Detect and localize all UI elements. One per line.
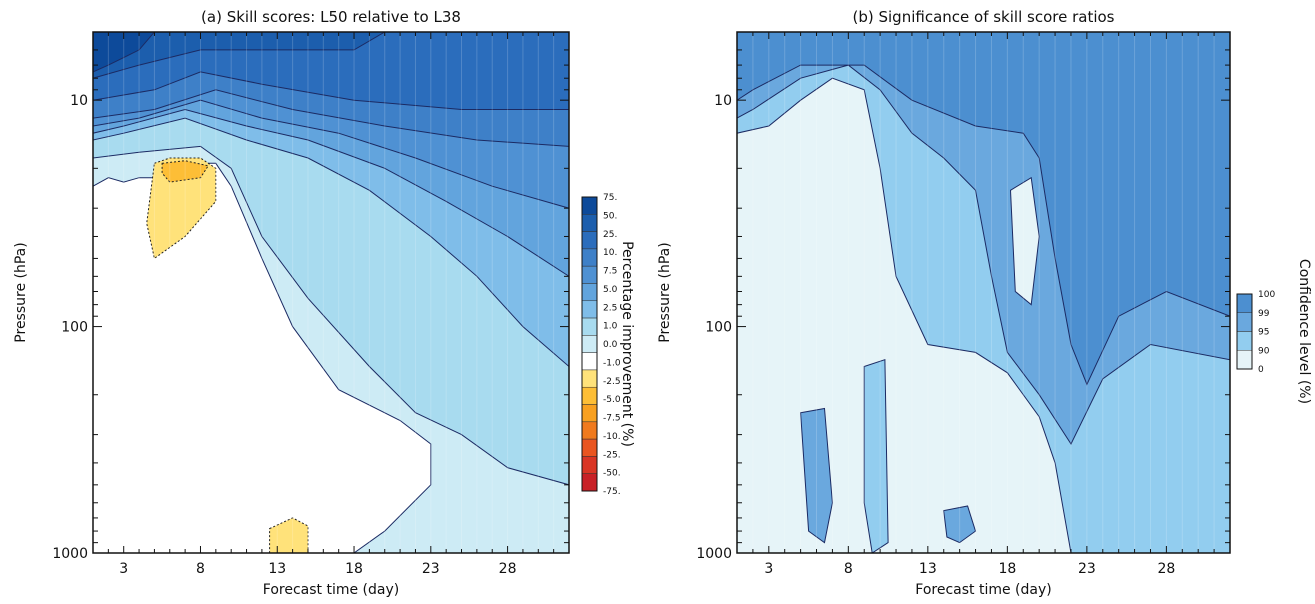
colorbar-swatch xyxy=(581,196,598,215)
colorbar-label: 75. xyxy=(603,193,617,203)
y-tick-label: 1000 xyxy=(52,546,88,562)
x-tick-label: 23 xyxy=(1078,561,1096,577)
colorbar-swatch xyxy=(1236,293,1253,313)
colorbar-label: 95 xyxy=(1258,328,1269,338)
plot-frame xyxy=(736,31,1231,554)
region-lower-col-3 xyxy=(943,505,977,544)
y-tick-label: 10 xyxy=(70,93,88,109)
x-axis-label: Forecast time (day) xyxy=(263,582,399,598)
y-tick-label: 1000 xyxy=(696,546,732,562)
contour-fills xyxy=(737,32,1230,553)
colorbar-frame xyxy=(581,196,598,492)
colorbar-label: 50. xyxy=(603,211,617,221)
colorbar-swatch xyxy=(581,214,598,232)
colorbar-swatch xyxy=(581,369,598,388)
colorbar-title: Percentage improvement (%) xyxy=(619,241,635,447)
colorbar-swatch xyxy=(581,283,598,302)
colorbar-swatch xyxy=(581,352,598,371)
colorbar-label: 0 xyxy=(1258,365,1264,375)
chart-title: (a) Skill scores: L50 relative to L38 xyxy=(201,8,461,26)
region-minus2.5to1-low xyxy=(269,517,309,553)
x-tick-label: 3 xyxy=(119,561,128,577)
x-tick-label: 8 xyxy=(844,561,853,577)
region-minus5to2.5 xyxy=(161,160,210,183)
x-tick-label: 18 xyxy=(345,561,363,577)
x-tick-label: 3 xyxy=(764,561,773,577)
colorbar-label: -75. xyxy=(603,487,621,497)
colorbar-label: -10. xyxy=(603,432,621,442)
colorbar-label: -1.0 xyxy=(603,358,621,368)
x-tick-label: 23 xyxy=(422,561,440,577)
x-tick-label: 28 xyxy=(1157,561,1175,577)
plot-frame xyxy=(92,31,570,554)
colorbar-label: -7.5 xyxy=(603,414,621,424)
colorbar-label: -25. xyxy=(603,450,621,460)
colorbar-label: 10. xyxy=(603,248,617,258)
region-over75 xyxy=(93,32,156,73)
region-lower-col-2 xyxy=(863,359,889,553)
colorbar: 75. 50. 25. 10. 7.5 5.0 2.5 1.0 0.0 -1.0 -2.5 -5.0 -… xyxy=(581,193,635,497)
grid xyxy=(752,32,1215,553)
colorbar-label: 90 xyxy=(1258,346,1270,356)
colorbar-title: Confidence level (%) xyxy=(1296,259,1312,404)
colorbar-label: 1.0 xyxy=(603,322,618,332)
colorbar-swatch xyxy=(581,248,598,267)
y-tick-label: 10 xyxy=(714,93,732,109)
region-50to75 xyxy=(93,32,386,79)
colorbar-label: 5.0 xyxy=(603,285,618,295)
colorbar-label: 25. xyxy=(603,230,617,240)
colorbar: 100 99 95 90 0 Confidence level (%) xyxy=(1236,259,1312,404)
y-tick-label: 100 xyxy=(61,320,88,336)
colorbar-label: -5.0 xyxy=(603,395,621,405)
contour-fills xyxy=(93,32,569,553)
region-hole xyxy=(1009,176,1040,306)
colorbar-swatch xyxy=(581,421,598,440)
colorbar-swatch xyxy=(581,404,598,423)
colorbar-label: -2.5 xyxy=(603,377,621,387)
colorbar-swatch xyxy=(581,456,598,474)
x-tick-label: 13 xyxy=(919,561,937,577)
region-minus1to0 xyxy=(93,162,432,553)
x-axis-label: Forecast time (day) xyxy=(915,582,1051,598)
colorbar-label: 2.5 xyxy=(603,303,617,313)
y-axis-label: Pressure (hPa) xyxy=(13,242,29,342)
x-tick-label: 28 xyxy=(499,561,517,577)
colorbar-label: 100 xyxy=(1258,290,1275,300)
colorbar-swatch xyxy=(581,335,598,353)
colorbar-label: 7.5 xyxy=(603,267,617,277)
region-lower-col-1 xyxy=(800,407,833,544)
colorbar-swatch xyxy=(581,317,598,336)
colorbar-swatch xyxy=(581,473,598,492)
panel-a: 3 8 13 18 23 28 10 100 1000 (a) Skill scores: L50… xyxy=(13,8,635,598)
y-tick-label: 100 xyxy=(705,320,732,336)
colorbar-swatch xyxy=(1236,331,1253,351)
region-25to50 xyxy=(93,32,569,110)
colorbar-label: -50. xyxy=(603,469,621,479)
x-tick-label: 18 xyxy=(998,561,1016,577)
x-axis: 3 8 13 18 23 28 xyxy=(736,32,1231,577)
grid xyxy=(107,32,555,553)
region-over99 xyxy=(737,32,1230,386)
colorbar-swatch xyxy=(581,231,598,250)
colorbar-swatch xyxy=(581,265,598,284)
colorbar-swatch xyxy=(1236,350,1253,370)
colorbar-swatch xyxy=(581,438,598,457)
colorbar-swatch xyxy=(1236,312,1253,332)
colorbar-swatch xyxy=(581,300,598,319)
y-axis: 10 100 1000 xyxy=(52,31,569,562)
x-tick-label: 8 xyxy=(196,561,205,577)
region-minus2.5to1 xyxy=(146,157,217,260)
y-axis: 10 100 1000 xyxy=(696,31,1230,562)
y-axis-label: Pressure (hPa) xyxy=(657,242,673,342)
colorbar-swatch xyxy=(581,386,598,405)
x-axis: 3 8 13 18 23 28 xyxy=(92,32,570,577)
colorbar-label: 0.0 xyxy=(603,340,618,350)
chart-title: (b) Significance of skill score ratios xyxy=(853,8,1115,26)
colorbar-frame xyxy=(1236,293,1253,370)
x-tick-label: 13 xyxy=(268,561,286,577)
colorbar-label: 99 xyxy=(1258,309,1270,319)
